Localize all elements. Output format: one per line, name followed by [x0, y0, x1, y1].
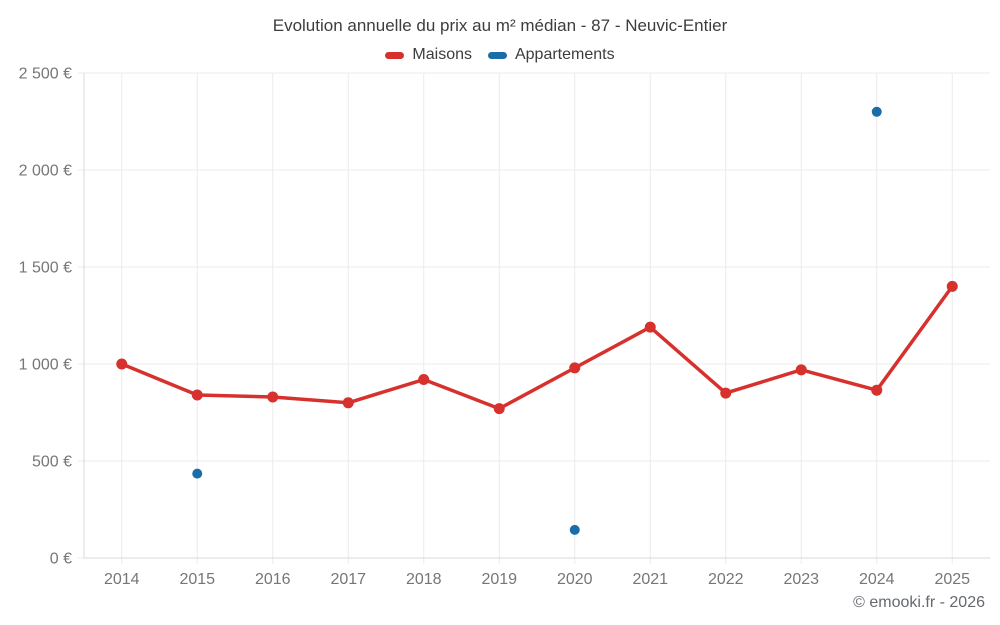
y-tick-label: 500 € [32, 454, 72, 471]
x-tick-label: 2019 [481, 571, 517, 588]
x-tick-label: 2018 [406, 571, 442, 588]
y-tick-label: 1 000 € [19, 357, 72, 374]
maisons-legend-label: Maisons [412, 46, 472, 63]
y-tick-label: 2 500 € [19, 66, 72, 83]
maisons-legend-swatch-icon [385, 51, 405, 59]
maisons-point-2022[interactable] [720, 387, 732, 399]
y-tick-label: 0 € [50, 551, 72, 568]
appartements-legend-swatch-icon [487, 51, 507, 59]
maisons-point-2014[interactable] [116, 358, 128, 370]
chart-legend: Maisons Appartements [0, 46, 1000, 64]
maisons-point-2025[interactable] [946, 280, 958, 292]
x-tick-label: 2021 [632, 571, 668, 588]
maisons-point-2017[interactable] [342, 397, 354, 409]
maisons-point-2016[interactable] [267, 391, 279, 403]
y-tick-label: 1 500 € [19, 260, 72, 277]
appartements-point-2020[interactable] [569, 524, 580, 535]
x-tick-label: 2022 [708, 571, 744, 588]
legend-item-maisons[interactable]: Maisons [385, 46, 472, 64]
x-tick-label: 2025 [934, 571, 970, 588]
appartements-point-2015[interactable] [192, 468, 203, 479]
chart-title: Evolution annuelle du prix au m² médian … [272, 16, 728, 35]
y-tick-label: 2 000 € [19, 163, 72, 180]
legend-item-appartements[interactable]: Appartements [487, 46, 615, 64]
maisons-point-2021[interactable] [644, 321, 656, 333]
maisons-point-2024[interactable] [871, 384, 883, 396]
maisons-point-2023[interactable] [795, 364, 807, 376]
appartements-point-2024[interactable] [871, 106, 882, 117]
x-tick-label: 2020 [557, 571, 593, 588]
x-tick-label: 2015 [179, 571, 215, 588]
x-tick-label: 2023 [783, 571, 819, 588]
x-tick-label: 2016 [255, 571, 291, 588]
appartements-legend-label: Appartements [514, 46, 615, 63]
x-tick-label: 2017 [330, 571, 366, 588]
maisons-line [120, 284, 954, 411]
x-tick-label: 2014 [104, 571, 140, 588]
maisons-point-2015[interactable] [191, 389, 203, 401]
copyright-credit: © emooki.fr - 2026 [853, 594, 985, 611]
maisons-point-2018[interactable] [418, 374, 430, 386]
x-tick-label: 2024 [859, 571, 895, 588]
maisons-point-2020[interactable] [569, 362, 581, 374]
maisons-point-2019[interactable] [493, 403, 505, 415]
